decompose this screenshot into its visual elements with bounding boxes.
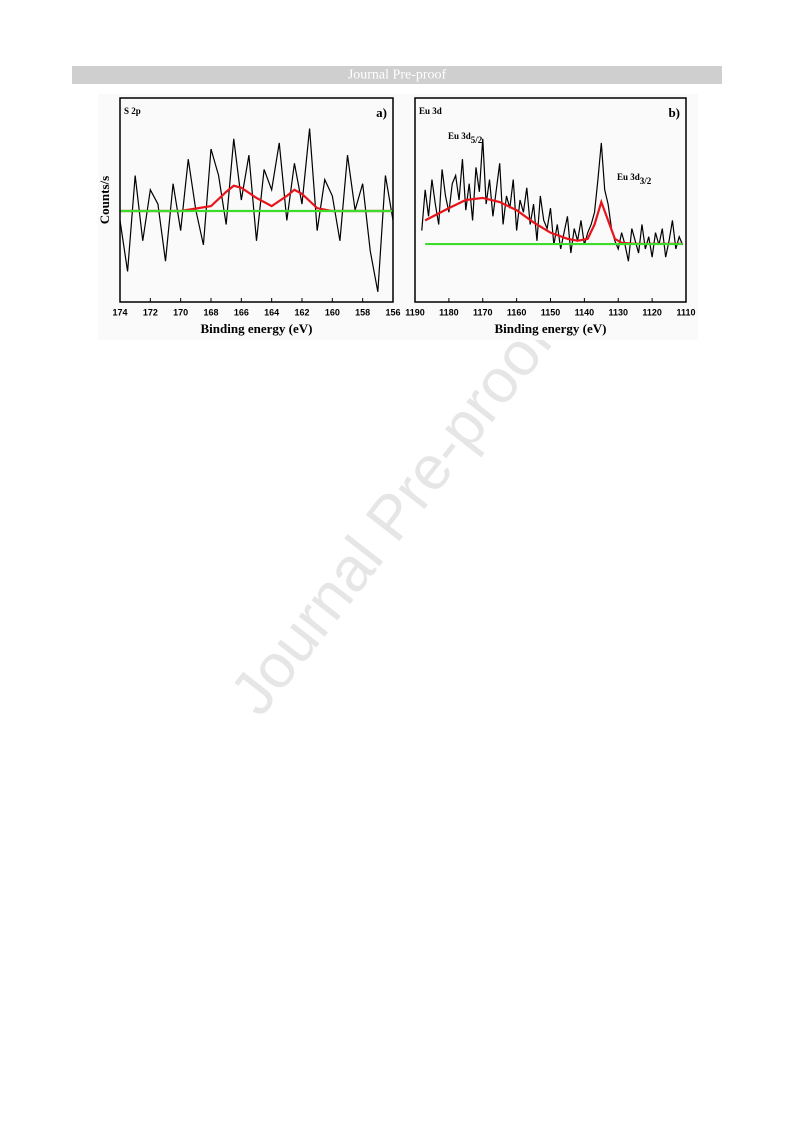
x-tick-label: 170 [173, 307, 188, 317]
x-tick-label: 1110 [676, 307, 695, 317]
panel-title: S 2p [124, 106, 141, 116]
x-tick-label: 1180 [439, 307, 459, 317]
annotation-text: Eu 3d [617, 172, 640, 182]
plot-frame [119, 97, 394, 303]
panel-label: a) [376, 105, 387, 120]
x-tick-label: 1120 [642, 307, 662, 317]
series-line [424, 196, 683, 245]
header-title: Journal Pre-proof [348, 68, 447, 83]
annotation-subscript: 5/2 [471, 135, 483, 145]
y-axis-label: Counts/s [97, 176, 112, 224]
x-tick-label: 1170 [473, 307, 493, 317]
x-axis-label: Binding energy (eV) [495, 321, 607, 336]
x-tick-label: 172 [143, 307, 158, 317]
x-tick-label: 168 [203, 307, 218, 317]
x-tick-label: 158 [355, 307, 370, 317]
series-line [119, 128, 394, 292]
panel-title: Eu 3d [419, 106, 442, 116]
annotation-subscript: 3/2 [640, 176, 652, 186]
header-bar [72, 66, 722, 84]
x-tick-label: 166 [234, 307, 249, 317]
series-line [421, 138, 684, 262]
x-tick-label: 162 [294, 307, 309, 317]
figure-background [98, 94, 698, 340]
x-tick-label: 1190 [405, 307, 425, 317]
x-tick-label: 1160 [507, 307, 527, 317]
panel-label: b) [668, 105, 680, 120]
x-axis-label: Binding energy (eV) [201, 321, 313, 336]
series-line [120, 184, 393, 213]
x-tick-label: 1130 [608, 307, 628, 317]
x-tick-label: 1140 [575, 307, 595, 317]
watermark: Journal Pre-proof [217, 307, 567, 728]
x-tick-label: 1150 [541, 307, 561, 317]
annotation: Eu 3d3/2 [617, 172, 652, 186]
annotation: Eu 3d5/2 [448, 131, 483, 145]
x-tick-label: 174 [112, 307, 127, 317]
x-tick-label: 160 [325, 307, 340, 317]
annotation-text: Eu 3d [448, 131, 471, 141]
x-tick-label: 156 [385, 307, 400, 317]
x-tick-label: 164 [264, 307, 279, 317]
